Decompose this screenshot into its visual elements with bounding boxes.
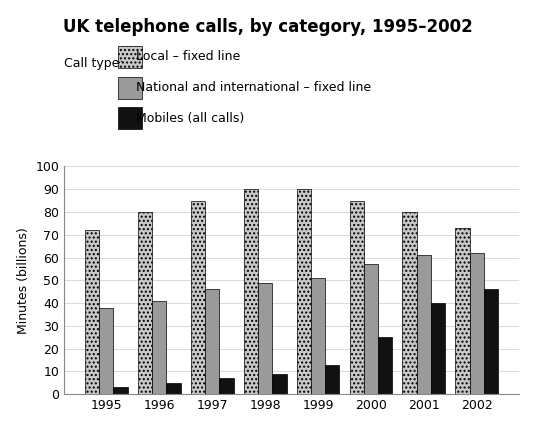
Bar [138,212,152,394]
Text: Local – fixed line: Local – fixed line [136,50,241,64]
Bar [99,307,113,394]
Text: Call type:: Call type: [64,57,124,70]
Text: UK telephone calls, by category, 1995–2002: UK telephone calls, by category, 1995–20… [63,18,472,35]
Bar [113,387,128,394]
Bar [243,189,258,394]
Bar [296,189,311,394]
Text: Mobiles (all calls): Mobiles (all calls) [136,112,244,125]
Bar [152,301,166,394]
Bar [191,201,205,394]
Bar [311,278,325,394]
Bar [85,230,99,394]
Bar [378,337,392,394]
Bar [205,290,219,394]
Bar [484,290,498,394]
Y-axis label: Minutes (billions): Minutes (billions) [17,227,30,334]
Bar [349,201,364,394]
Bar [470,253,484,394]
Bar [364,265,378,394]
Bar [166,383,181,394]
Bar [258,283,272,394]
Bar [325,364,340,394]
Bar [219,378,234,394]
Text: National and international – fixed line: National and international – fixed line [136,81,371,94]
Bar [455,228,470,394]
Bar [272,374,287,394]
Bar [431,303,445,394]
Bar [402,212,417,394]
Bar [417,255,431,394]
